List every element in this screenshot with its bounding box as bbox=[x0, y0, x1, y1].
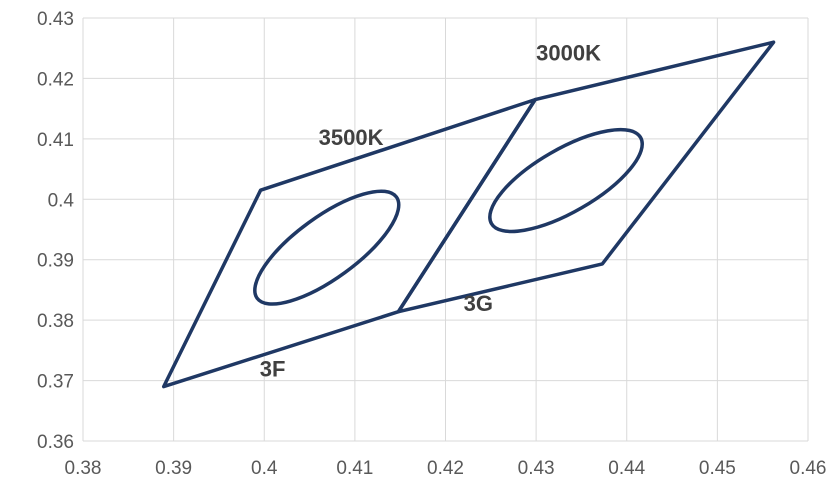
x-tick-label: 0.45 bbox=[699, 458, 736, 479]
y-tick-label: 0.38 bbox=[37, 311, 74, 332]
annotation-label: 3G bbox=[464, 291, 493, 316]
y-tick-label: 0.39 bbox=[37, 251, 74, 272]
y-tick-label: 0.41 bbox=[37, 130, 74, 151]
y-tick-labels: 0.36 0.37 0.38 0.39 0.4 0.41 0.42 0.43 bbox=[37, 9, 74, 453]
x-tick-label: 0.41 bbox=[336, 458, 373, 479]
x-tick-label: 0.39 bbox=[155, 458, 192, 479]
bin-regions bbox=[161, 40, 776, 389]
region-3G-3000K bbox=[396, 40, 776, 314]
ellipse-3500K bbox=[253, 189, 401, 306]
x-tick-label: 0.38 bbox=[65, 458, 102, 479]
x-tick-label: 0.42 bbox=[427, 458, 464, 479]
y-tick-label: 0.4 bbox=[48, 190, 75, 211]
x-tick-label: 0.4 bbox=[251, 458, 278, 479]
annotation-label: 3F bbox=[260, 356, 286, 381]
y-tick-label: 0.37 bbox=[37, 372, 74, 393]
axes bbox=[82, 18, 808, 442]
annotations: 3000K 3500K 3G 3F bbox=[260, 40, 601, 381]
x-tick-label: 0.44 bbox=[608, 458, 645, 479]
annotation-label: 3000K bbox=[536, 40, 601, 65]
x-tick-label: 0.46 bbox=[790, 458, 827, 479]
annotation-label: 3500K bbox=[319, 125, 384, 150]
ellipse-3000K bbox=[488, 127, 644, 234]
y-tick-label: 0.43 bbox=[37, 9, 74, 30]
y-tick-label: 0.42 bbox=[37, 69, 74, 90]
x-tick-labels: 0.38 0.39 0.4 0.41 0.42 0.43 0.44 0.45 0.46 bbox=[65, 458, 827, 479]
grid bbox=[82, 17, 809, 442]
macadam-ellipses bbox=[253, 127, 644, 306]
x-tick-label: 0.43 bbox=[518, 458, 555, 479]
y-tick-label: 0.36 bbox=[37, 432, 74, 453]
